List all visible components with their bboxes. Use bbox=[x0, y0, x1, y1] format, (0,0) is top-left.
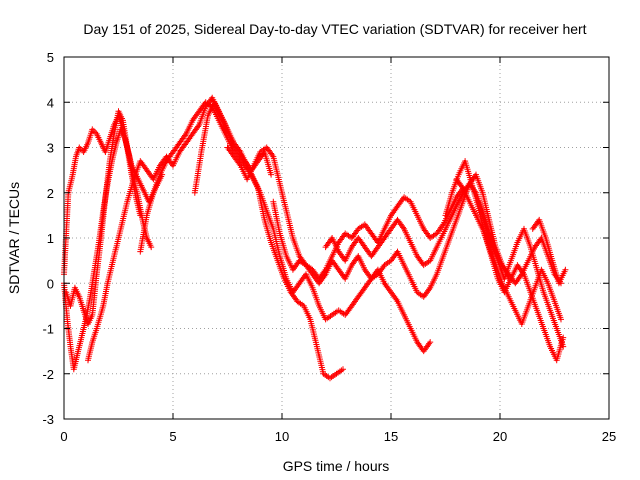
y-tick-label: 2 bbox=[47, 186, 54, 201]
y-tick-label: 5 bbox=[47, 50, 54, 65]
x-axis-label: GPS time / hours bbox=[283, 458, 390, 474]
point-markers bbox=[224, 144, 466, 282]
y-tick-labels: -3 -2 -1 0 1 2 3 4 5 bbox=[42, 50, 54, 427]
x-tick-label: 25 bbox=[602, 429, 616, 444]
series-trace-7 bbox=[224, 144, 466, 282]
data-points bbox=[61, 94, 569, 382]
y-tick-label: 1 bbox=[47, 231, 54, 246]
point-markers bbox=[475, 198, 567, 350]
y-tick-label: -2 bbox=[42, 367, 54, 382]
axis-ticks bbox=[63, 56, 610, 420]
series-trace-13 bbox=[529, 216, 569, 287]
point-markers bbox=[529, 216, 569, 287]
x-tick-label: 15 bbox=[384, 429, 398, 444]
y-tick-label: 3 bbox=[47, 141, 54, 156]
point-markers bbox=[137, 99, 346, 382]
x-tick-label: 20 bbox=[493, 429, 507, 444]
series-trace-5 bbox=[137, 99, 346, 382]
y-tick-label: 0 bbox=[47, 276, 54, 291]
y-tick-label: -3 bbox=[42, 412, 54, 427]
y-tick-label: 4 bbox=[47, 95, 54, 110]
chart-title: Day 151 of 2025, Sidereal Day-to-day VTE… bbox=[83, 21, 586, 37]
x-tick-label: 5 bbox=[169, 429, 176, 444]
series-trace-12 bbox=[475, 198, 567, 350]
y-axis-label: SDTVAR / TECUs bbox=[6, 182, 22, 294]
x-tick-label: 10 bbox=[275, 429, 289, 444]
x-tick-labels: 0 5 10 15 20 25 bbox=[60, 429, 616, 444]
x-tick-label: 0 bbox=[60, 429, 67, 444]
y-tick-label: -1 bbox=[42, 322, 54, 337]
